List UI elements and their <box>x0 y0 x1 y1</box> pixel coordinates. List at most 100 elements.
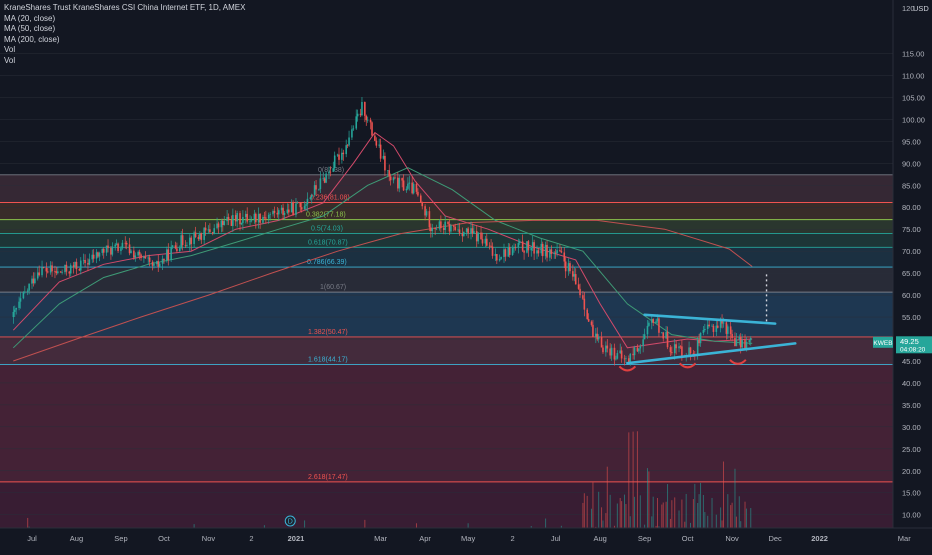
candle-body-152 <box>328 172 330 174</box>
candle-body-313 <box>662 332 664 338</box>
candle-body-31 <box>76 262 78 269</box>
candle-body-76 <box>170 247 172 260</box>
time-tick-7: Mar <box>374 534 387 543</box>
candle-body-29 <box>73 265 75 267</box>
candle-body-53 <box>122 243 124 248</box>
candle-body-123 <box>268 215 270 219</box>
candle-body-230 <box>490 246 492 247</box>
candle-body-155 <box>334 156 336 169</box>
candle-body-50 <box>116 244 118 245</box>
candle-body-22 <box>57 271 59 273</box>
candle-body-235 <box>500 257 502 259</box>
candle-body-216 <box>462 233 464 236</box>
candle-body-275 <box>584 299 586 310</box>
candle-body-259 <box>551 249 553 254</box>
price-tick-2: 15.00 <box>902 489 921 498</box>
candle-body-59 <box>134 255 136 257</box>
candle-body-186 <box>398 178 400 188</box>
candle-body-92 <box>203 228 205 240</box>
candle-body-71 <box>159 264 161 267</box>
candle-body-95 <box>209 229 211 232</box>
candle-body-202 <box>431 228 433 231</box>
candle-body-180 <box>387 170 389 171</box>
candle-body-67 <box>152 262 154 266</box>
candle-body-146 <box>315 185 317 189</box>
candle-body-77 <box>172 245 174 247</box>
time-tick-16: Dec <box>768 534 782 543</box>
candle-body-11 <box>34 278 36 283</box>
candle-body-69 <box>156 261 158 264</box>
candle-body-302 <box>639 346 641 348</box>
candle-body-325 <box>688 347 690 355</box>
price-badge-value: 49.25 <box>900 337 919 346</box>
candle-body-191 <box>409 183 411 184</box>
price-badge-countdown: 04:08:20 <box>900 346 926 353</box>
fib-label-0.382: 0.382(77.18) <box>306 212 346 219</box>
candle-body-227 <box>485 239 487 244</box>
candle-body-105 <box>231 220 233 226</box>
candle-body-164 <box>353 128 355 129</box>
candle-body-294 <box>624 359 626 360</box>
candle-body-126 <box>274 211 276 213</box>
candle-body-311 <box>658 318 660 332</box>
candle-body-182 <box>390 176 392 180</box>
candle-body-58 <box>133 251 135 258</box>
candle-body-63 <box>143 257 145 258</box>
candle-body-224 <box>477 233 479 242</box>
candle-body-228 <box>486 239 488 246</box>
candle-body-292 <box>619 350 621 353</box>
price-tick-8: 45.00 <box>902 357 921 366</box>
candle-body-303 <box>642 339 644 346</box>
candle-body-250 <box>532 242 534 248</box>
candle-body-240 <box>512 248 514 255</box>
candle-body-80 <box>179 248 181 251</box>
candle-body-28 <box>70 265 72 273</box>
candle-body-256 <box>545 245 547 256</box>
candle-body-220 <box>470 228 472 233</box>
candle-body-270 <box>573 274 575 277</box>
candle-body-99 <box>218 223 220 227</box>
candle-body-252 <box>536 250 538 253</box>
time-tick-13: Sep <box>638 534 651 543</box>
candle-body-138 <box>299 203 301 207</box>
candle-body-269 <box>572 271 574 276</box>
candle-body-347 <box>734 338 736 346</box>
time-tick-17: 2022 <box>811 534 828 543</box>
candle-body-91 <box>200 233 202 240</box>
candle-body-111 <box>242 217 244 223</box>
candle-body-213 <box>454 227 456 230</box>
candle-body-249 <box>530 248 532 250</box>
candle-body-87 <box>193 232 195 244</box>
candle-body-222 <box>473 231 475 234</box>
candle-body-163 <box>351 129 353 137</box>
candle-body-312 <box>661 332 663 333</box>
candle-body-18 <box>50 265 52 272</box>
legend-ma200: MA (200, close) <box>4 35 245 46</box>
candle-body-9 <box>31 279 33 284</box>
candle-body-41 <box>97 252 99 256</box>
candle-body-109 <box>239 213 241 224</box>
candle-body-47 <box>110 248 112 255</box>
candle-body-318 <box>674 344 676 353</box>
candle-body-158 <box>341 153 343 160</box>
candle-body-62 <box>140 255 142 258</box>
candle-body-339 <box>717 326 719 328</box>
candle-body-142 <box>307 199 309 204</box>
candle-body-198 <box>424 206 426 215</box>
candle-body-108 <box>236 213 238 221</box>
time-tick-4: Nov <box>202 534 216 543</box>
price-tick-15: 80.00 <box>902 203 921 212</box>
symbol-badge-text: KWEB <box>873 340 892 347</box>
fib-band-6 <box>0 292 893 337</box>
candle-body-225 <box>480 233 482 240</box>
candle-body-89 <box>198 237 200 239</box>
time-tick-1: Aug <box>70 534 83 543</box>
candle-body-286 <box>606 346 608 349</box>
candle-body-233 <box>496 254 498 260</box>
candle-body-295 <box>625 358 627 359</box>
candle-body-68 <box>153 264 155 266</box>
candle-body-139 <box>301 207 303 209</box>
candle-body-178 <box>383 156 385 159</box>
